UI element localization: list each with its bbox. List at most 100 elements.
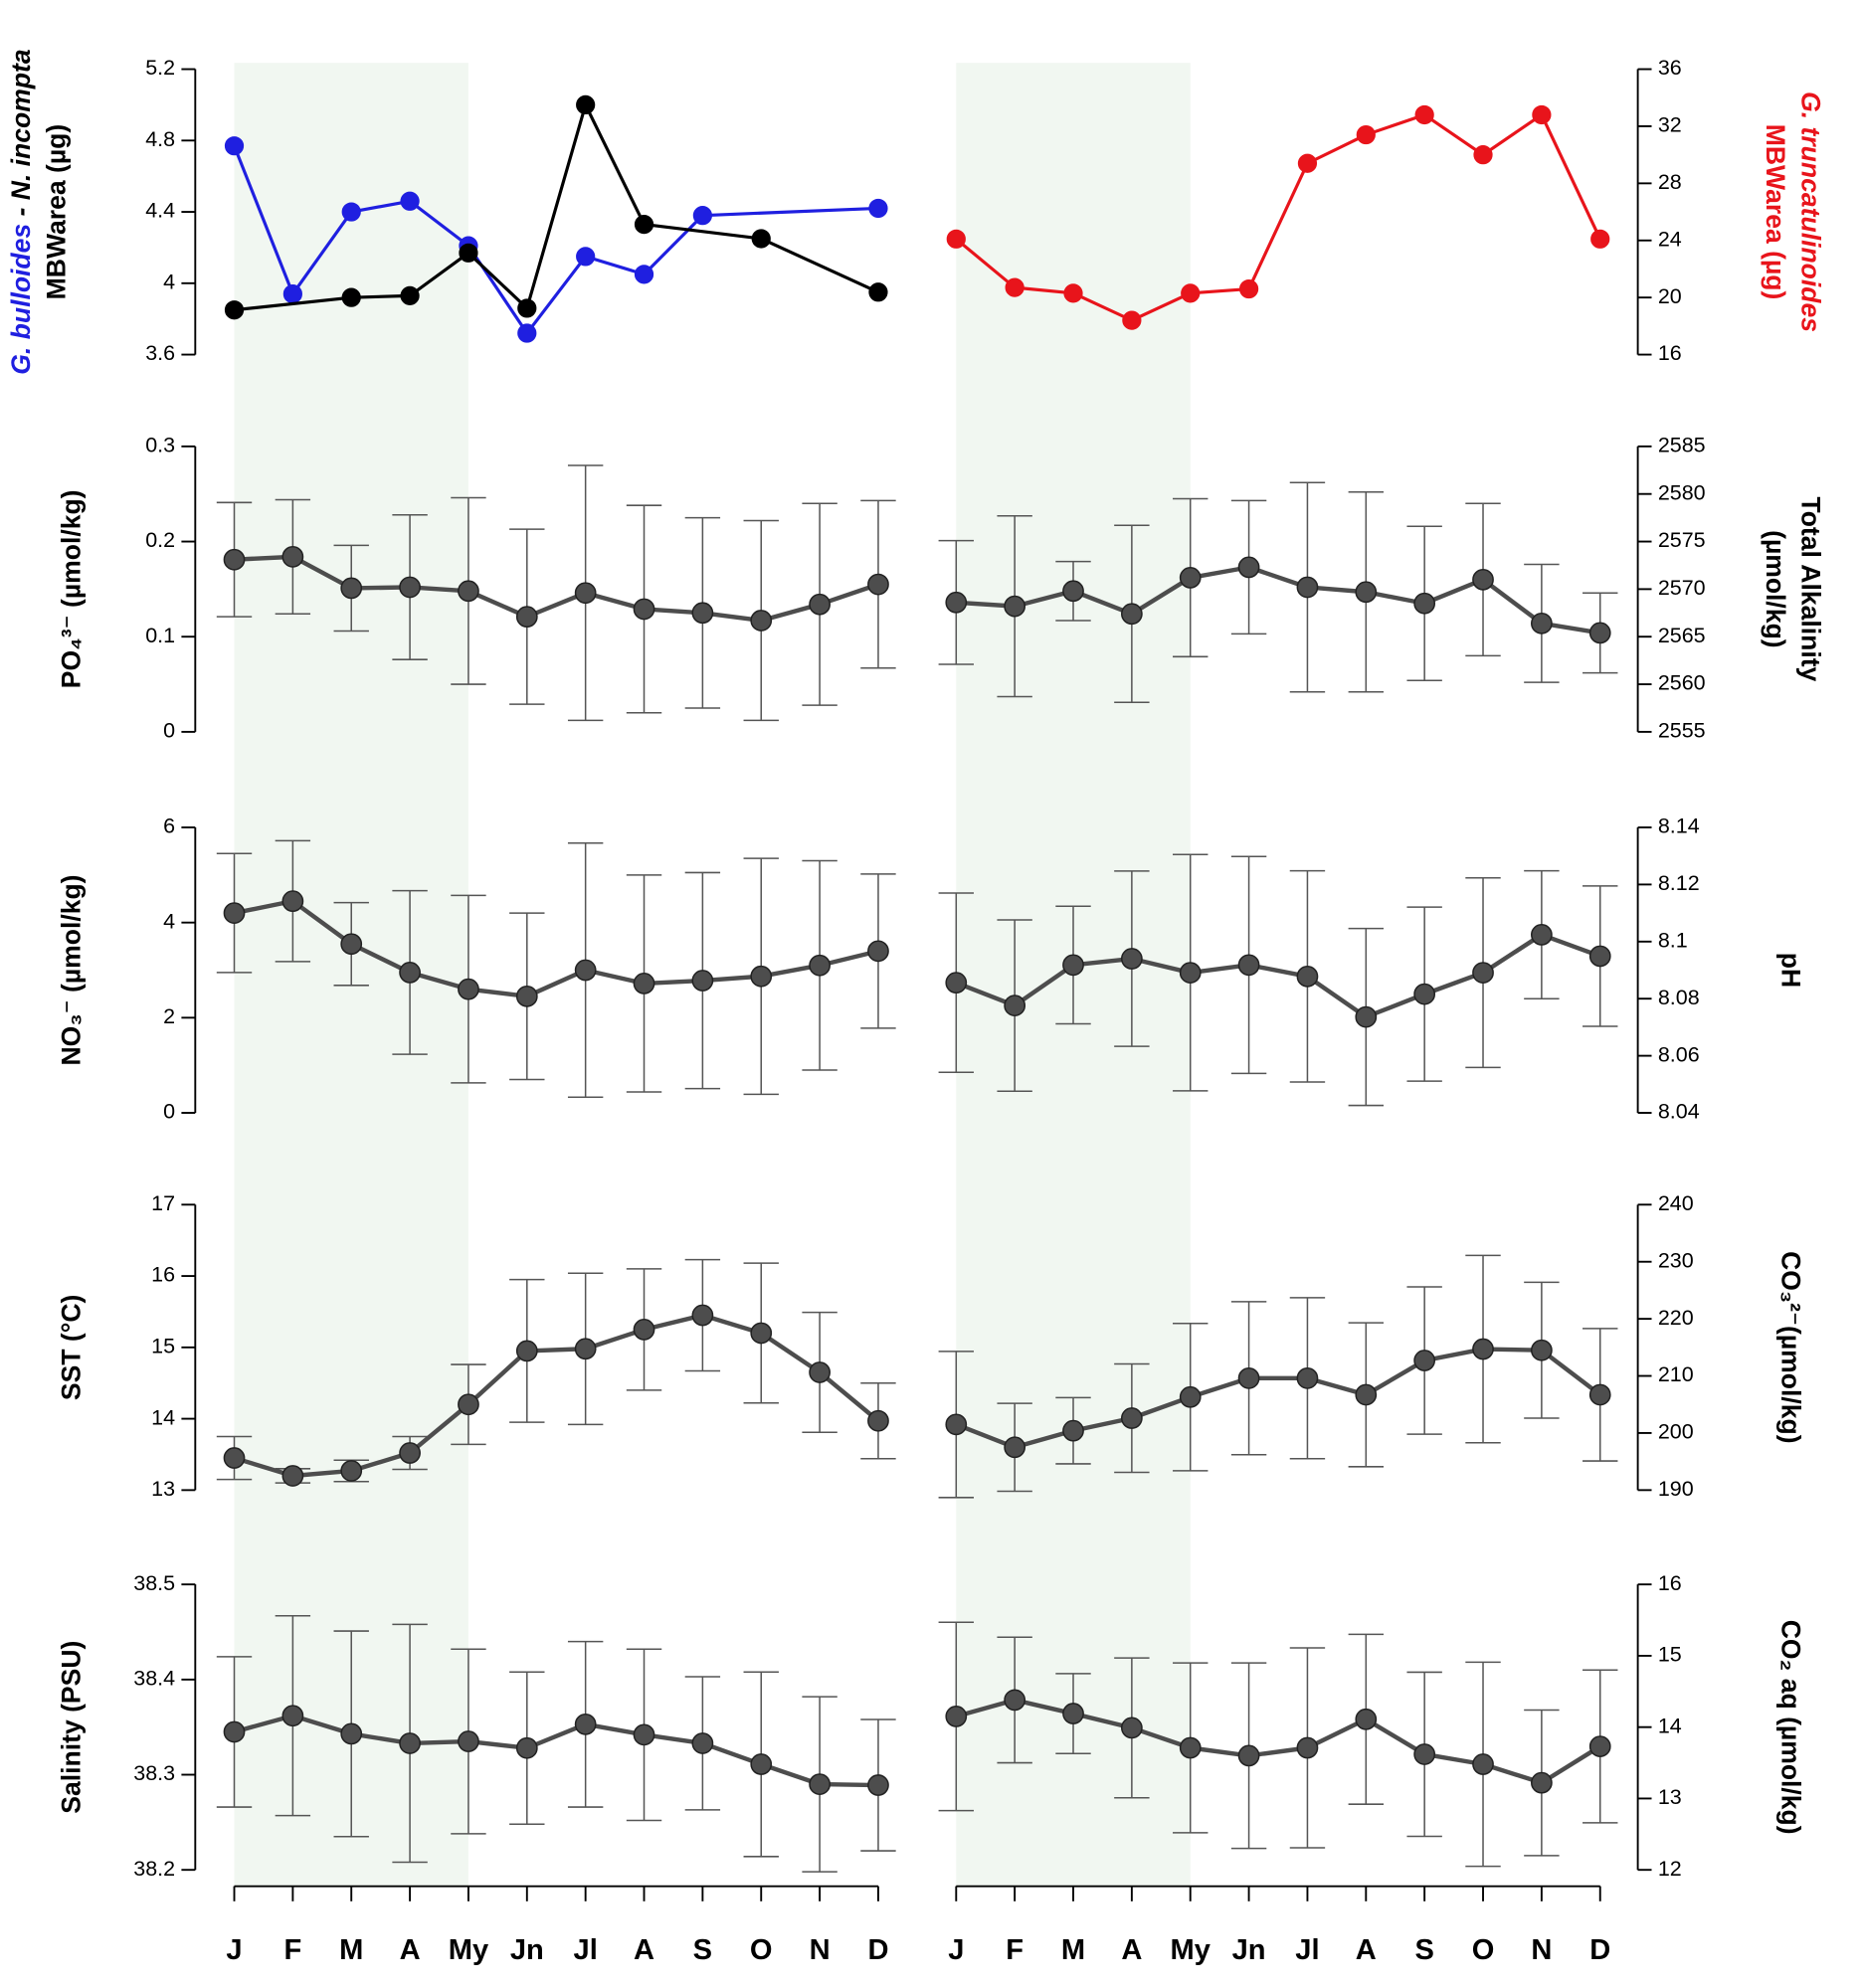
data-point <box>576 94 596 115</box>
data-point <box>1120 1717 1143 1739</box>
data-point <box>399 576 421 599</box>
line-segment <box>1423 113 1484 156</box>
y-tick-label: 38.5 <box>133 1571 175 1595</box>
data-point <box>868 282 888 302</box>
line-segment <box>466 252 528 310</box>
line-segment <box>350 942 412 975</box>
y-tick-label: 38.4 <box>133 1667 175 1691</box>
y-tick-label: 200 <box>1658 1420 1694 1444</box>
line-segment <box>760 237 879 294</box>
y-axis-label-part: N. incompta <box>6 49 36 200</box>
line-segment <box>644 223 762 241</box>
data-point <box>1063 283 1083 303</box>
data-point <box>1413 983 1436 1005</box>
data-point <box>223 1720 246 1743</box>
data-point <box>574 582 597 605</box>
line-segment <box>1481 578 1544 626</box>
data-point <box>1296 1736 1319 1759</box>
x-tick-label: A <box>1356 1934 1377 1966</box>
line-segment <box>1365 112 1425 137</box>
data-point <box>458 978 479 1000</box>
data-point <box>1532 104 1552 125</box>
data-point <box>282 283 302 304</box>
data-point <box>1237 1744 1260 1767</box>
data-point <box>1120 603 1143 626</box>
x-tick-label: Jl <box>1295 1934 1319 1966</box>
data-point <box>867 940 889 963</box>
data-point <box>1179 1736 1202 1759</box>
y-tick-label: 14 <box>1658 1714 1682 1737</box>
line-segment <box>643 214 704 275</box>
data-point <box>281 890 304 913</box>
data-point <box>691 1732 714 1754</box>
data-point <box>400 191 420 211</box>
y-tick-label: 230 <box>1658 1248 1694 1272</box>
data-point <box>515 1736 538 1759</box>
y-axis-label: CO₂ aq (µmol/kg) <box>1775 1620 1805 1835</box>
data-point <box>633 1319 655 1341</box>
data-point <box>1413 592 1436 615</box>
y-tick-label: 240 <box>1658 1191 1694 1215</box>
y-tick-label: 8.14 <box>1658 814 1700 838</box>
line-segment <box>466 1349 529 1406</box>
line-segment <box>291 211 353 295</box>
data-point <box>1237 556 1260 579</box>
y-tick-label: 190 <box>1658 1477 1694 1501</box>
data-point <box>1005 277 1024 297</box>
data-point <box>224 300 245 320</box>
line-segment <box>955 238 1017 289</box>
data-point <box>340 933 363 956</box>
data-point <box>1531 612 1553 634</box>
data-point <box>515 985 538 1007</box>
y-tick-label: 16 <box>1658 1571 1682 1595</box>
data-point <box>751 229 771 249</box>
line-segment <box>1540 1348 1602 1397</box>
line-segment <box>351 293 411 299</box>
data-point <box>574 1713 597 1735</box>
line-segment <box>818 1370 880 1423</box>
line-segment <box>1013 963 1075 1007</box>
data-point <box>1355 1383 1378 1406</box>
data-point <box>1590 229 1610 249</box>
x-tick-label: D <box>1589 1934 1610 1966</box>
data-point <box>223 548 246 571</box>
data-point <box>1588 1383 1611 1406</box>
line-segment <box>1306 1717 1368 1750</box>
data-point <box>341 202 361 222</box>
data-point <box>1004 1436 1026 1459</box>
line-segment <box>291 554 353 591</box>
line-segment <box>408 1402 470 1455</box>
x-tick-label: O <box>750 1934 773 1966</box>
data-point <box>1472 568 1494 591</box>
data-point <box>633 598 655 621</box>
x-tick-label: S <box>693 1934 712 1966</box>
data-point <box>634 265 654 284</box>
y-tick-label: 17 <box>151 1191 175 1215</box>
y-tick-label: 28 <box>1658 170 1682 194</box>
data-point <box>515 1340 538 1362</box>
data-point <box>1472 1338 1494 1360</box>
data-point <box>281 545 304 568</box>
data-point <box>1004 595 1026 618</box>
y-tick-label: 14 <box>151 1405 175 1429</box>
data-point <box>1472 1753 1494 1775</box>
y-axis-label: NO₃⁻ (µmol/kg) <box>57 874 87 1065</box>
y-tick-label: 4 <box>163 270 175 293</box>
y-tick-label: 2560 <box>1658 671 1706 695</box>
y-axis-label: G. truncatulinoides <box>1796 91 1826 332</box>
x-tick-label: F <box>283 1934 301 1966</box>
data-point <box>281 1465 304 1487</box>
data-point <box>1473 145 1493 165</box>
y-axis-label: MBWarea (µg) <box>42 124 72 300</box>
y-tick-label: 38.2 <box>133 1857 175 1881</box>
y-tick-label: 8.04 <box>1658 1100 1700 1124</box>
data-point <box>1062 1703 1084 1724</box>
data-point <box>1414 104 1434 125</box>
data-point <box>1181 283 1201 303</box>
data-point <box>945 972 968 994</box>
x-tick-label: J <box>226 1934 242 1966</box>
data-point <box>458 1730 479 1752</box>
y-axis-label: Salinity (PSU) <box>57 1641 87 1814</box>
data-point <box>1413 1743 1436 1765</box>
